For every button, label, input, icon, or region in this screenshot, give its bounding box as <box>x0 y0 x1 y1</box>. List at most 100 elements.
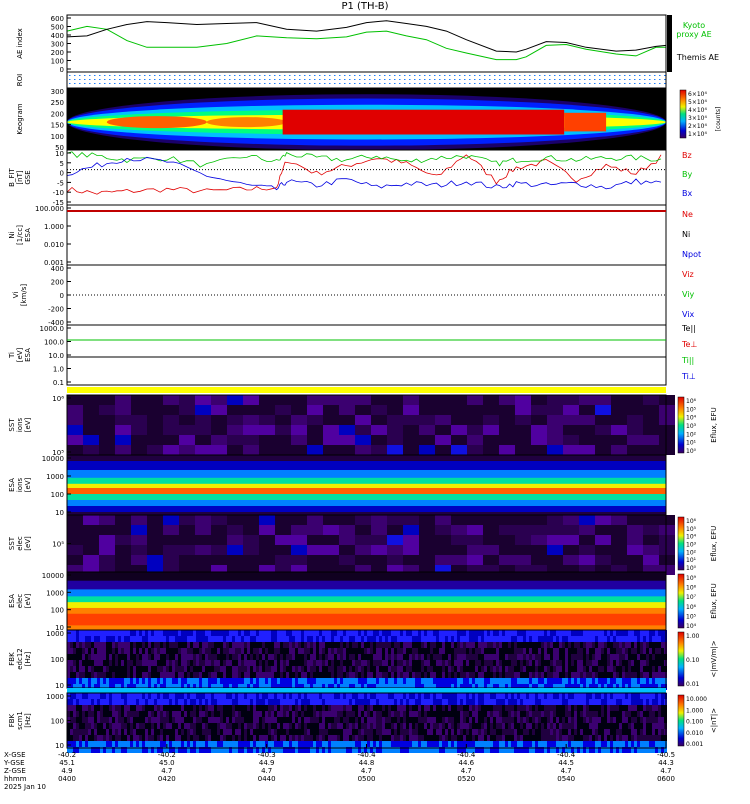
sst-elec-cell <box>179 525 195 535</box>
fbk-e-cell <box>307 636 310 642</box>
fbk-e-cell <box>190 678 193 684</box>
roi-dot <box>549 83 551 84</box>
fbk-b-cell <box>178 705 181 711</box>
fbk-b-cell <box>460 741 463 747</box>
fbk-e-cell <box>541 666 544 672</box>
fbk-b-cell <box>160 729 163 735</box>
roi-dot <box>509 75 511 76</box>
sst-elec-cell <box>83 515 99 525</box>
fbk-b-cell <box>619 735 622 741</box>
fbk-e-cell <box>553 630 556 636</box>
fbk-e-cell <box>577 660 580 666</box>
fbk-b-cell <box>334 705 337 711</box>
fbk-e-cell <box>73 660 76 666</box>
fbk-e-cell <box>271 636 274 642</box>
roi-dot <box>324 83 326 84</box>
sst-elec-cell <box>643 525 659 535</box>
fbk-b-cell <box>580 735 583 741</box>
fbk-b-cell <box>421 735 424 741</box>
roi-dot <box>214 83 216 84</box>
fbk-b-cell <box>130 693 133 699</box>
fbk-b-cell <box>526 705 529 711</box>
fbk-e-cell <box>562 642 565 648</box>
fbk-b-cell <box>556 735 559 741</box>
fbk-b-cell <box>514 729 517 735</box>
fbk-b-cell <box>508 705 511 711</box>
keogram-colorbar-label: 2×10⁴ <box>688 123 707 130</box>
fbk-e-cell <box>643 660 646 666</box>
roi-dot <box>369 75 371 76</box>
fbk-b-cell <box>466 693 469 699</box>
roi-dot <box>589 83 591 84</box>
fbk-e-cell <box>241 654 244 660</box>
fbk-b-cell <box>310 717 313 723</box>
fbk-b-cell <box>88 723 91 729</box>
roi-dot <box>259 83 261 84</box>
fbk-b-cell <box>295 735 298 741</box>
fbk-b-cell <box>457 717 460 723</box>
fbk-b-cell <box>385 723 388 729</box>
esa-ion-tick-label: 10 <box>55 509 64 517</box>
fbk-b-cell <box>214 741 217 747</box>
sst-elec-cell <box>643 535 659 545</box>
roi-dot <box>399 83 401 84</box>
fbk-b-cell <box>598 729 601 735</box>
fbk-b-cell <box>136 729 139 735</box>
fbk-e-cell <box>469 666 472 672</box>
sst-elec-cell <box>547 535 563 545</box>
fbk-e-cell <box>250 678 253 684</box>
fbk-e-cell <box>502 648 505 654</box>
fbk-b-cell <box>424 717 427 723</box>
fbk-e-cell <box>235 666 238 672</box>
fbk-b-cell <box>319 723 322 729</box>
fbk-e-cell <box>559 666 562 672</box>
fbk-b-cell <box>88 693 91 699</box>
fbk-e-cell <box>142 642 145 648</box>
sst-elec-cell <box>99 555 115 565</box>
fbk-b-cell <box>379 723 382 729</box>
fbk-b-cell <box>190 699 193 705</box>
fbk-e-cell <box>127 666 130 672</box>
temperature-frame <box>67 325 666 385</box>
fbk-b-cell <box>382 741 385 747</box>
fbk-e-cell <box>163 666 166 672</box>
fbk-e-cell <box>310 636 313 642</box>
fbk-b-cell <box>271 699 274 705</box>
fbk-b-cell <box>370 711 373 717</box>
ae-series-kyoto-proxy-ae <box>67 26 666 59</box>
fbk-e-cell <box>538 648 541 654</box>
fbk-b-cell <box>232 729 235 735</box>
fbk-e-cell <box>154 648 157 654</box>
fbk-b-cell <box>511 723 514 729</box>
fbk-e-cell <box>280 648 283 654</box>
roi-dot <box>454 75 456 76</box>
fbk-e-cell <box>442 654 445 660</box>
fbk-e-cell <box>445 672 448 678</box>
fbk-b-cell <box>109 735 112 741</box>
fbk-e-cell <box>622 630 625 636</box>
fbk-e-cell <box>142 660 145 666</box>
fbk-b-cell <box>487 723 490 729</box>
fbk-b-cell <box>232 741 235 747</box>
fbk-b-cell <box>403 693 406 699</box>
sst-ion-cell <box>419 415 435 425</box>
sst-elec-cell <box>483 545 499 555</box>
fbk-b-cell <box>247 705 250 711</box>
fbk-e-cell <box>514 630 517 636</box>
fbk-e-cell <box>316 636 319 642</box>
sst-ion-cell <box>83 445 99 455</box>
fbk-e-cell <box>277 660 280 666</box>
fbk-e-cell <box>406 648 409 654</box>
fbk-e-cell <box>76 666 79 672</box>
fbk-e-cell <box>136 678 139 684</box>
roi-dot <box>279 75 281 76</box>
fbk-e-cell <box>424 678 427 684</box>
roi-dot <box>109 79 111 80</box>
fbk-b-cell <box>187 735 190 741</box>
roi-dot <box>174 75 176 76</box>
fbk-e-cell <box>496 648 499 654</box>
legend-ne: Ne <box>682 210 693 219</box>
fbk-b-cell <box>376 729 379 735</box>
fbk-e-cell <box>490 636 493 642</box>
fbk-b-cell <box>409 705 412 711</box>
